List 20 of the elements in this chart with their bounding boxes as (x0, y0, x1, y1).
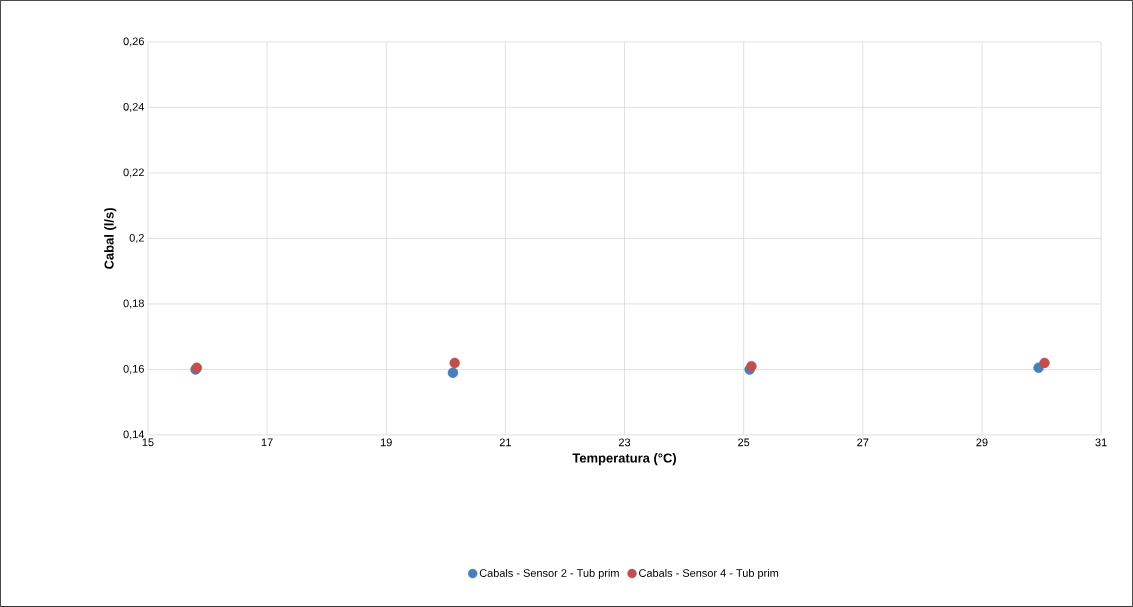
legend-label: Cabals - Sensor 4 - Tub prim (639, 568, 779, 580)
x-tick-label: 31 (1095, 438, 1107, 447)
x-tick-label: 27 (857, 438, 869, 447)
x-axis-title: Temperatura (°C) (572, 453, 676, 466)
y-tick-label: 0,14 (123, 430, 145, 440)
x-tick-label: 15 (142, 438, 154, 447)
x-tick-label: 21 (499, 438, 511, 447)
legend-label: Cabals - Sensor 2 - Tub prim (479, 568, 619, 580)
y-tick-label: 0,18 (123, 299, 144, 309)
x-tick-label: 17 (261, 438, 273, 447)
x-tick-label: 19 (380, 438, 392, 447)
x-tick-label: 23 (618, 438, 631, 447)
y-tick-label: 0,24 (123, 102, 145, 112)
x-tick-label: 25 (738, 438, 750, 447)
y-tick-label: 0,2 (129, 233, 144, 244)
y-axis-title: Cabal (l/s) (104, 208, 117, 269)
y-tick-label: 0,26 (123, 37, 144, 47)
y-tick-label: 0,22 (123, 168, 144, 178)
y-tick-label: 0,16 (123, 364, 144, 375)
x-tick-label: 29 (976, 438, 988, 447)
